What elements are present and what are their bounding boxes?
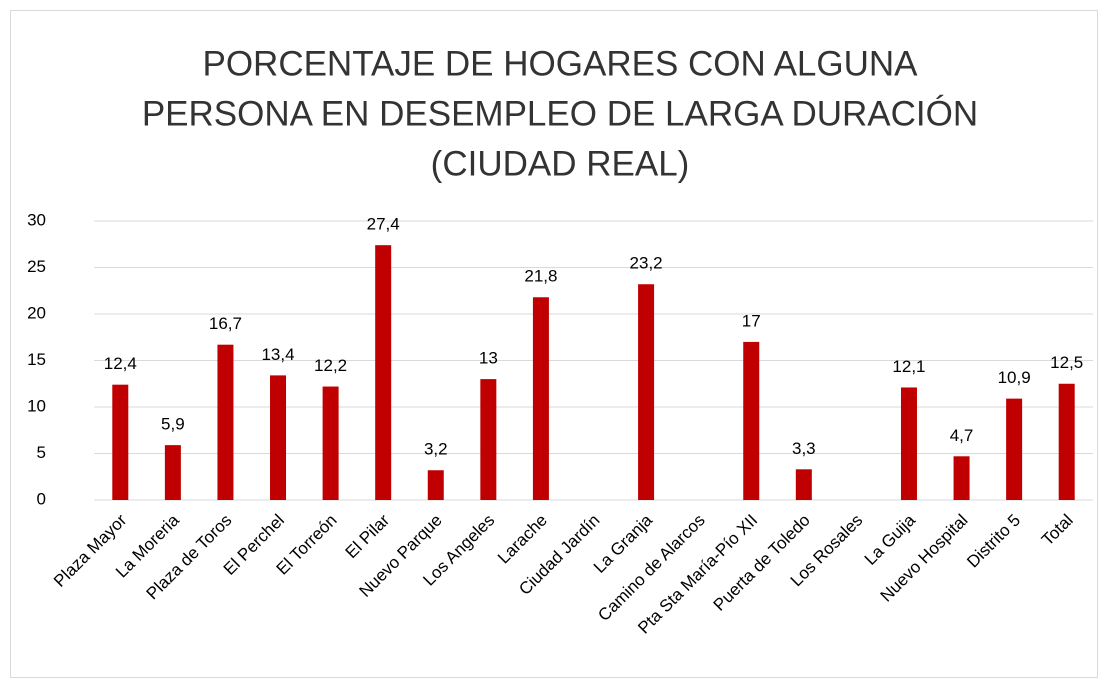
bar [480, 379, 497, 500]
value-label: 23,2 [630, 254, 663, 273]
bar [532, 297, 549, 500]
value-label: 13 [479, 349, 498, 368]
y-tick-label: 5 [37, 443, 46, 462]
bar [217, 344, 234, 500]
y-tick-label: 25 [27, 257, 46, 276]
value-label: 4,7 [950, 426, 974, 445]
value-label: 12,1 [892, 357, 925, 376]
value-label: 12,2 [314, 356, 347, 375]
bar [427, 470, 444, 500]
value-label: 10,9 [998, 368, 1031, 387]
bar [1058, 383, 1075, 500]
value-label: 17 [742, 311, 761, 330]
y-tick-label: 15 [27, 350, 46, 369]
chart-title: PORCENTAJE DE HOGARES CON ALGUNA [202, 44, 918, 83]
y-tick-label: 0 [37, 489, 46, 508]
value-label: 12,4 [104, 354, 137, 373]
y-tick-label: 10 [27, 396, 46, 415]
value-label: 16,7 [209, 314, 242, 333]
bar [638, 284, 655, 500]
value-label: 27,4 [367, 215, 400, 234]
y-tick-label: 30 [27, 210, 46, 229]
bar [322, 386, 339, 500]
value-label: 12,5 [1050, 353, 1083, 372]
bar [900, 387, 917, 500]
bar [270, 375, 287, 500]
bar [743, 341, 760, 500]
chart-title: PERSONA EN DESEMPLEO DE LARGA DURACIÓN [142, 94, 978, 133]
value-label: 13,4 [261, 345, 294, 364]
bar [112, 384, 129, 500]
chart-border [10, 10, 1098, 678]
y-tick-label: 20 [27, 303, 46, 322]
chart-title: (CIUDAD REAL) [431, 144, 690, 183]
bar [1006, 398, 1023, 500]
value-label: 3,2 [424, 440, 448, 459]
bar [375, 245, 392, 500]
value-label: 21,8 [524, 267, 557, 286]
bar [953, 456, 970, 500]
value-label: 3,3 [792, 439, 816, 458]
bar [795, 469, 812, 500]
value-label: 5,9 [161, 415, 185, 434]
bar [164, 445, 181, 500]
